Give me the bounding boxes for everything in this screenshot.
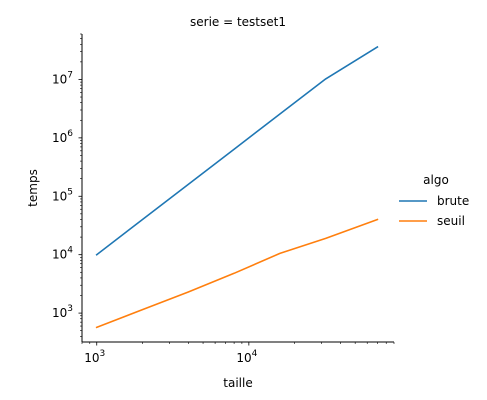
- tick-base: 10: [52, 248, 67, 262]
- y-axis-label: temps: [26, 169, 40, 207]
- tick-exponent: 5: [67, 187, 73, 197]
- y-tick-label: 107: [52, 70, 73, 86]
- series-line-seuil: [95, 218, 379, 329]
- x-ticks: 103 104: [81, 342, 395, 365]
- series-line-brute: [95, 45, 379, 256]
- legend: algo brute seuil: [399, 173, 469, 228]
- series-lines: [95, 45, 379, 329]
- tick-base: 10: [52, 72, 67, 86]
- legend-items: brute seuil: [399, 194, 469, 228]
- tick-base: 10: [84, 351, 99, 365]
- x-tick-label: 104: [236, 349, 257, 365]
- tick-exponent: 3: [67, 304, 73, 314]
- tick-exponent: 3: [100, 349, 106, 359]
- y-tick-label: 105: [52, 187, 73, 203]
- y-tick-label: 106: [52, 129, 73, 145]
- tick-exponent: 7: [67, 70, 73, 80]
- tick-base: 10: [236, 351, 251, 365]
- y-tick-label: 104: [52, 246, 73, 262]
- legend-label-seuil: seuil: [437, 214, 465, 228]
- tick-exponent: 6: [67, 129, 73, 139]
- tick-base: 10: [52, 306, 67, 320]
- tick-base: 10: [52, 189, 67, 203]
- x-tick-label: 103: [84, 349, 105, 365]
- y-tick-label: 103: [52, 304, 73, 320]
- tick-base: 10: [52, 131, 67, 145]
- legend-label-brute: brute: [437, 194, 469, 208]
- legend-title: algo: [423, 173, 449, 187]
- facet-title: serie = testset1: [190, 15, 286, 29]
- x-axis-label: taille: [223, 376, 252, 390]
- tick-exponent: 4: [252, 349, 258, 359]
- tick-exponent: 4: [67, 246, 73, 256]
